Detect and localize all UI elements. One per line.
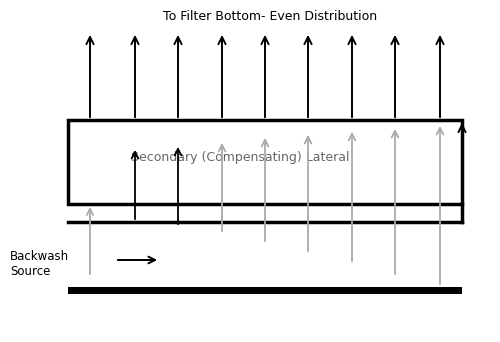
Bar	[68, 120, 462, 204]
Bar	[68, 287, 462, 294]
Text: Secondary (Compensating) Lateral: Secondary (Compensating) Lateral	[131, 150, 349, 163]
Text: To Filter Bottom- Even Distribution: To Filter Bottom- Even Distribution	[163, 10, 377, 23]
Text: Backwash
Source: Backwash Source	[10, 250, 69, 278]
